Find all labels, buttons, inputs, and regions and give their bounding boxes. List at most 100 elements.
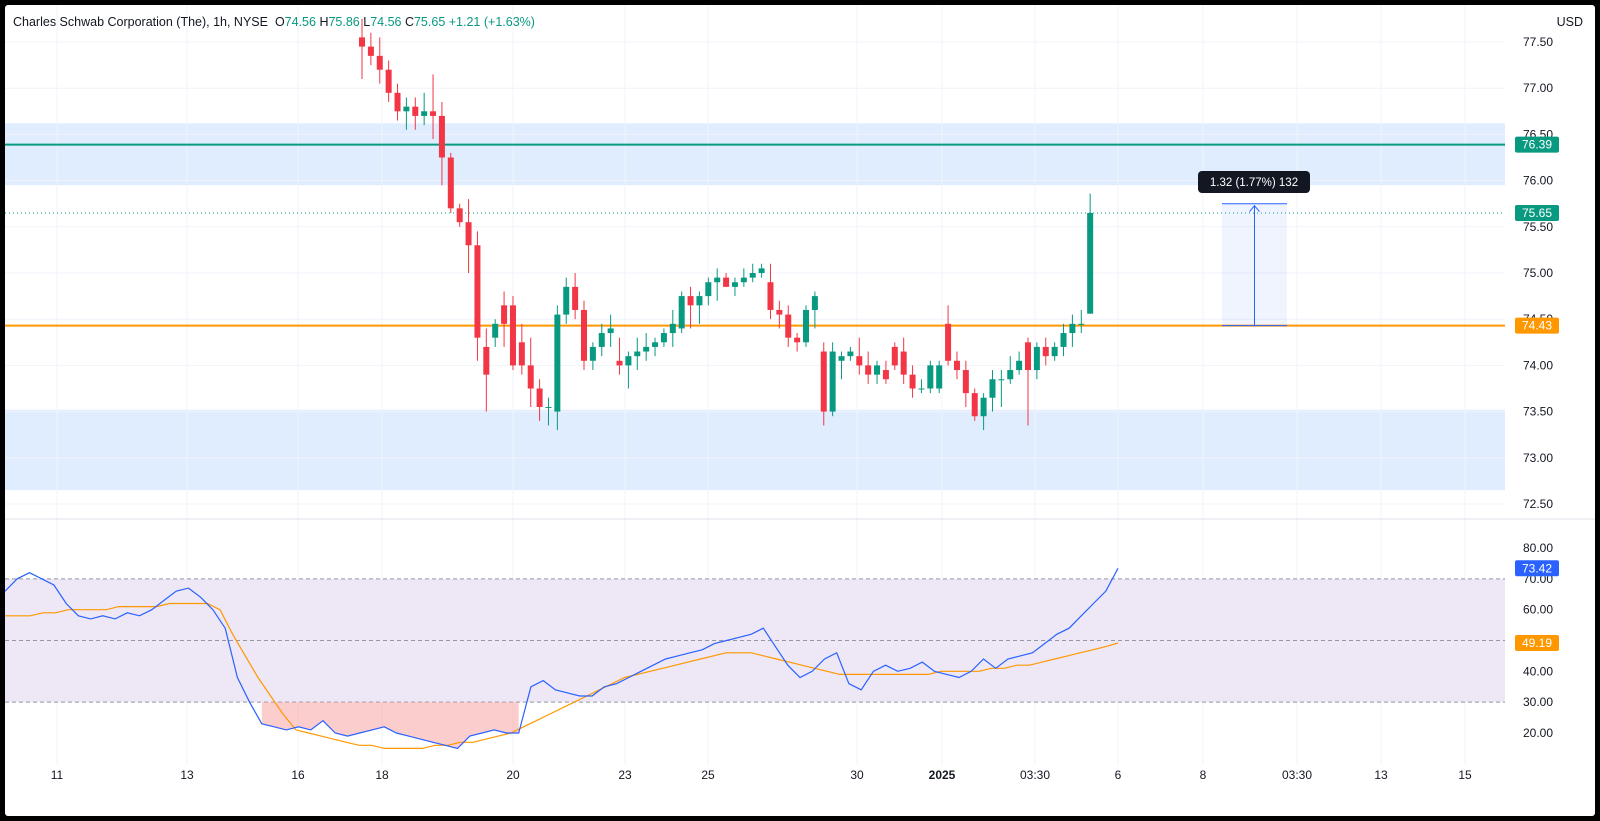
open-value: 74.56 <box>284 15 316 29</box>
price-range-measure: 1.32 (1.77%) 132 <box>1198 171 1310 327</box>
candle-body <box>652 342 659 347</box>
candle-body <box>669 323 676 334</box>
candle-body <box>909 374 916 389</box>
candle-body <box>607 328 614 334</box>
last-price-tag-bg <box>1515 204 1559 221</box>
candle-body <box>882 370 889 380</box>
candle-body <box>465 222 472 246</box>
candle-body <box>1016 360 1023 371</box>
time-tick: 30 <box>850 768 864 782</box>
chart-canvas[interactable]: 1.32 (1.77%) 132 77.50 77.00 76.50 76.00 75.… <box>5 5 1595 816</box>
symbol-legend[interactable]: Charles Schwab Corporation (The), 1h, NY… <box>13 15 535 29</box>
candle-body <box>945 323 952 361</box>
close-value: 75.65 <box>413 15 446 29</box>
time-tick: 20 <box>506 768 520 782</box>
candle-body <box>980 397 987 417</box>
time-tick: 13 <box>1374 768 1388 782</box>
candle-body <box>430 111 437 116</box>
candle-body <box>829 351 836 412</box>
candle-body <box>483 346 490 375</box>
candle-body <box>971 393 978 417</box>
price-tick: 77.50 <box>1523 35 1553 49</box>
chart-svg[interactable]: 1.32 (1.77%) 132 77.5077.0076.5076.0075.… <box>5 5 1595 816</box>
candle-body <box>856 356 863 366</box>
price-tick: 74.00 <box>1523 358 1553 372</box>
symbol-title: Charles Schwab Corporation (The), 1h, NY… <box>13 15 268 29</box>
candle-body <box>660 333 667 343</box>
candle-body <box>581 309 587 361</box>
measure-label-bg <box>1198 171 1310 193</box>
time-tick: 03:30 <box>1020 768 1050 782</box>
time-tick: 23 <box>618 768 632 782</box>
time-tick: 03:30 <box>1282 768 1312 782</box>
candle-body <box>403 106 410 112</box>
price-zone <box>5 409 1505 491</box>
time-tick: 16 <box>291 768 305 782</box>
level-tag-orange: 74.43 <box>1522 319 1552 333</box>
candle-body <box>687 296 694 306</box>
low-value: 74.56 <box>370 15 402 29</box>
candle-body <box>527 365 534 389</box>
candle-body <box>438 115 445 158</box>
candles <box>359 18 1094 431</box>
candle-body <box>785 314 792 338</box>
candle-body <box>554 314 561 412</box>
rsi-ma-value-tag: 49.19 <box>1522 636 1552 650</box>
candle-body <box>989 379 996 398</box>
candle-body <box>714 277 721 283</box>
price-zones <box>5 123 1505 491</box>
time-tick: 13 <box>180 768 194 782</box>
candle-body <box>589 346 596 361</box>
level-tag-green-bg <box>1515 136 1559 153</box>
rsi-ma-value-tag-bg <box>1515 634 1559 651</box>
candle-body <box>776 309 783 315</box>
candle-body <box>749 273 756 278</box>
candle-body <box>936 365 943 389</box>
candle-body <box>447 157 454 209</box>
candle-body <box>474 245 481 338</box>
candle-body <box>962 370 969 394</box>
price-tick: 75.50 <box>1523 220 1553 234</box>
time-tick: 25 <box>701 768 715 782</box>
time-tick: 15 <box>1458 768 1472 782</box>
candle-body <box>803 309 809 343</box>
candle-body <box>740 277 747 283</box>
change-value: +1.21 (+1.63%) <box>448 15 535 29</box>
candle-body <box>376 55 383 70</box>
candle-body <box>820 351 827 412</box>
measure-arrow-head <box>1249 204 1260 213</box>
candle-body <box>456 208 463 223</box>
rsi-tick: 60.00 <box>1523 603 1553 617</box>
candle-body <box>509 305 516 366</box>
last-price-tag: 75.65 <box>1522 206 1552 220</box>
price-tick: 75.00 <box>1523 266 1553 280</box>
time-tick: 6 <box>1115 768 1122 782</box>
rsi-line <box>5 568 1119 750</box>
candle-body <box>811 296 818 310</box>
currency-label[interactable]: USD <box>1556 15 1583 29</box>
rsi-value-tag-bg <box>1515 560 1559 577</box>
price-tick: 77.00 <box>1523 81 1553 95</box>
candle-body <box>616 360 623 366</box>
candle-body <box>501 305 508 324</box>
price-tick: 76.00 <box>1523 174 1553 188</box>
level-tag-green: 76.39 <box>1522 138 1552 152</box>
candle-body <box>518 342 525 366</box>
price-tags: 76.39 75.65 74.43 73.42 49.19 <box>1515 136 1559 651</box>
candle-body <box>678 296 685 329</box>
candle-body <box>412 106 419 116</box>
candle-body <box>394 92 401 112</box>
candle-body <box>643 346 650 352</box>
candle-body <box>536 388 543 407</box>
high-value: 75.86 <box>328 15 360 29</box>
price-tick: 73.00 <box>1523 451 1553 465</box>
candle-body <box>598 333 605 347</box>
candle-body <box>1033 346 1040 371</box>
rsi-tick: 30.00 <box>1523 695 1553 709</box>
time-tick: 8 <box>1200 768 1207 782</box>
candle-body <box>1087 212 1094 314</box>
candle-body <box>563 286 570 315</box>
low-label: L <box>363 15 371 29</box>
candle-body <box>492 323 499 338</box>
